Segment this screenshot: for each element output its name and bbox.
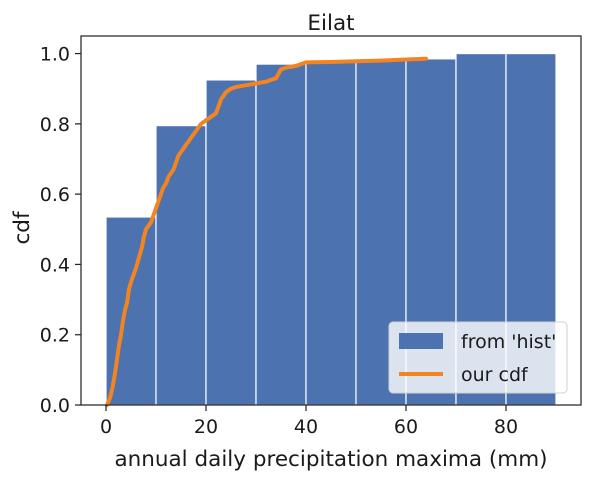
cdf-line [105, 56, 428, 407]
x-axis-label: annual daily precipitation maxima (mm) [114, 447, 547, 472]
y-tick-label: 0.8 [40, 114, 70, 136]
y-tick-label: 0.0 [40, 395, 70, 417]
legend: from 'hist' our cdf [388, 321, 568, 394]
chart-title: Eilat [307, 11, 354, 36]
axes-frame [80, 35, 582, 406]
y-tick-label: 0.6 [40, 184, 70, 206]
x-tick-label: 80 [494, 416, 518, 438]
legend-line-label: our cdf [461, 364, 529, 386]
y-tick-label: 1.0 [40, 44, 70, 66]
legend-hist-swatch [399, 333, 443, 349]
x-tick-label: 60 [394, 416, 418, 438]
y-axis-label: cdf [10, 211, 35, 244]
x-tick-label: 0 [100, 416, 112, 438]
x-tick-label: 40 [294, 416, 318, 438]
histogram-bar [305, 59, 357, 406]
histogram-bar [205, 79, 257, 406]
y-tick-label: 0.2 [40, 325, 70, 347]
x-tick-label: 20 [194, 416, 218, 438]
legend-hist-label: from 'hist' [461, 331, 556, 353]
histogram-bar [155, 125, 207, 406]
histogram-bar [255, 63, 307, 406]
x-axis-ticks: 0 20 40 60 80 [100, 405, 518, 438]
y-axis-ticks: 0.0 0.2 0.4 0.6 0.8 1.0 [40, 44, 81, 417]
y-tick-label: 0.4 [40, 254, 70, 276]
